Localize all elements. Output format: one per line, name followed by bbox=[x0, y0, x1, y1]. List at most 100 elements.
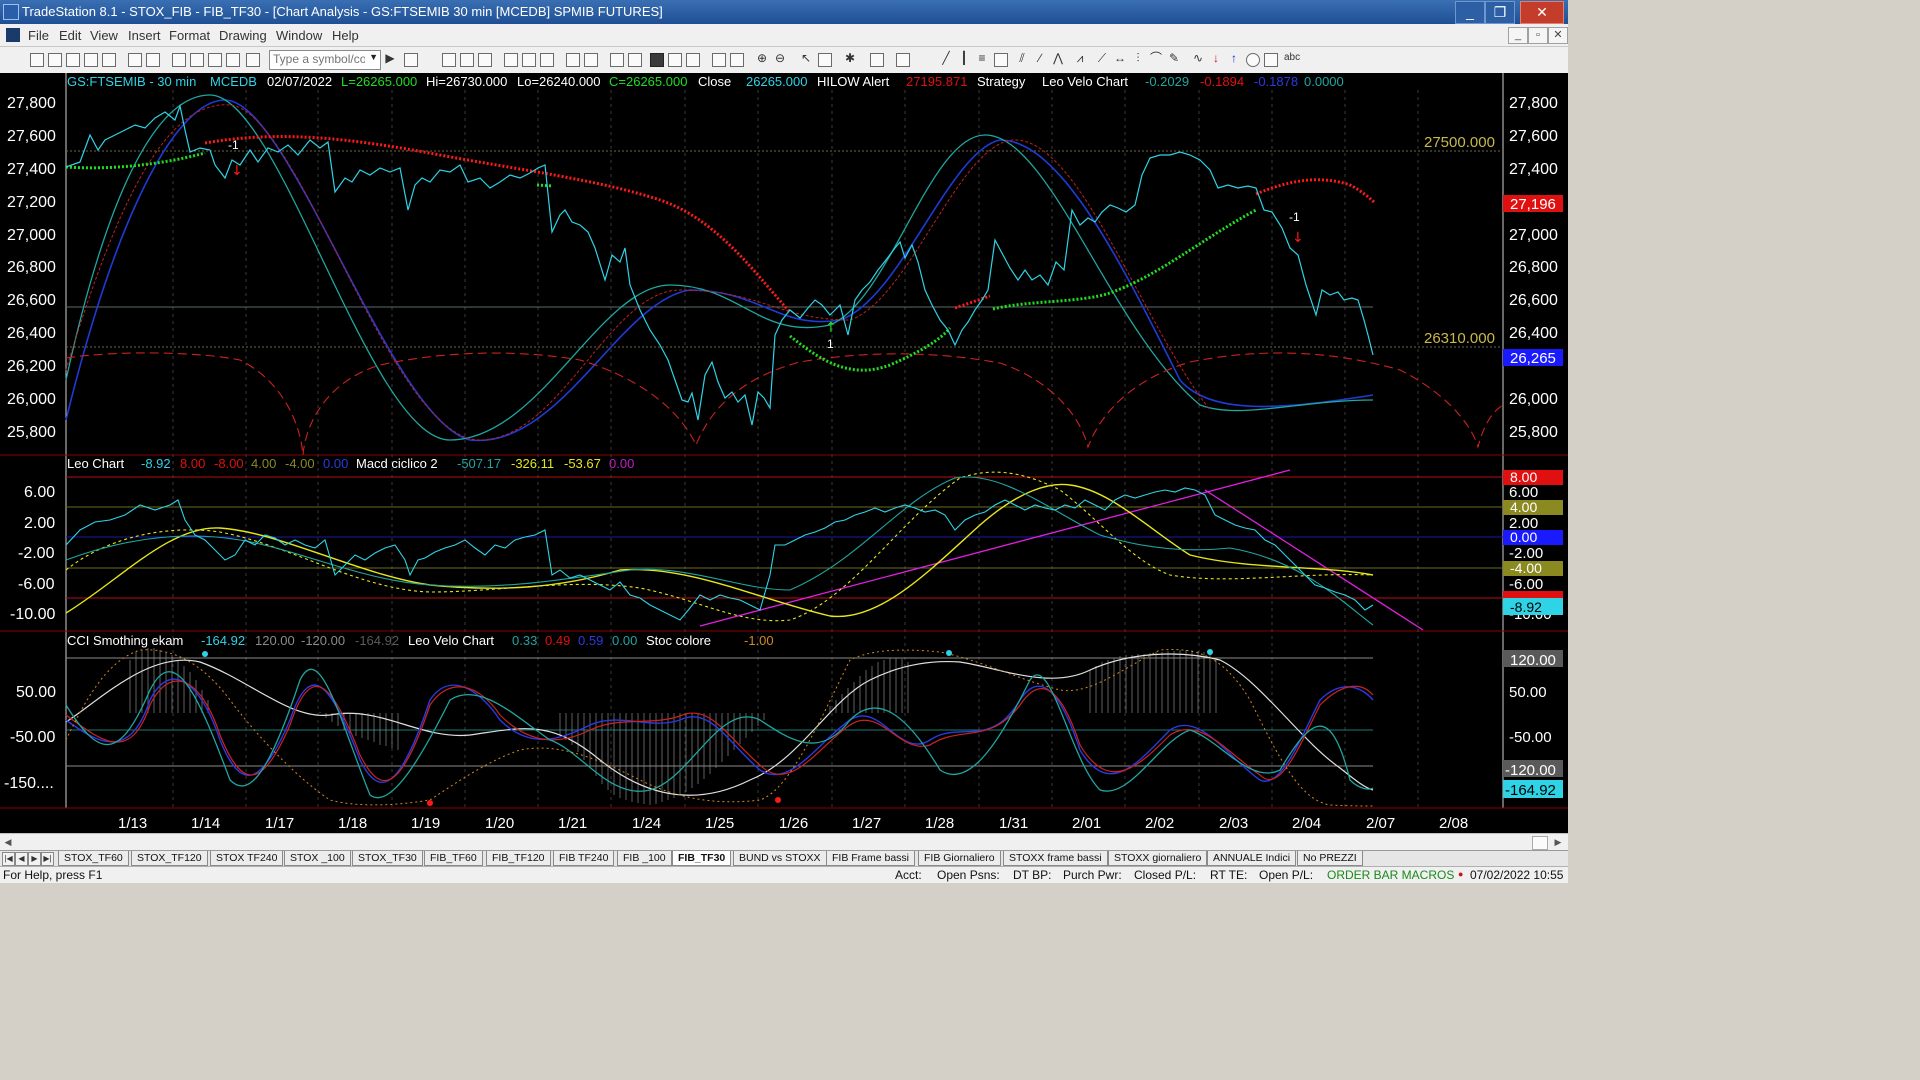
tradebar-icon[interactable] bbox=[584, 53, 598, 67]
channel-icon[interactable]: ⫽ bbox=[1019, 51, 1025, 65]
arrow-left-right-icon[interactable]: ↔ bbox=[1114, 51, 1126, 65]
status-order-bar[interactable]: ORDER BAR MACROS bbox=[1327, 868, 1455, 882]
pointer-icon[interactable]: ↖ bbox=[800, 51, 812, 65]
scroll-left-icon[interactable]: ◀ bbox=[4, 837, 12, 847]
symbol-lookup-icon[interactable] bbox=[404, 53, 418, 67]
andrews-icon[interactable]: ⩘ bbox=[1076, 51, 1084, 65]
mdi-minimize-button[interactable]: _ bbox=[1508, 27, 1528, 44]
sheet-tab-fib-100[interactable]: FIB _100 bbox=[617, 851, 672, 866]
sheet-tab-stoxx-frame-bassi[interactable]: STOXX frame bassi bbox=[1003, 851, 1108, 866]
menu-edit[interactable]: Edit bbox=[59, 28, 82, 43]
alert-icon[interactable] bbox=[896, 53, 910, 67]
sheet-tab-fib-tf240[interactable]: FIB TF240 bbox=[553, 851, 615, 866]
copy-icon[interactable] bbox=[190, 53, 204, 67]
wrench-icon[interactable]: ✱ bbox=[844, 51, 856, 65]
chevron-down-icon[interactable]: ▼ bbox=[369, 52, 378, 62]
radar-icon[interactable] bbox=[460, 53, 474, 67]
menu-window[interactable]: Window bbox=[276, 28, 323, 43]
sheet-tab-stox-tf120[interactable]: STOX_TF120 bbox=[131, 851, 208, 866]
matrix-icon[interactable] bbox=[478, 53, 492, 67]
indicator-icon[interactable] bbox=[610, 53, 624, 67]
scroll-right-icon[interactable]: ▶ bbox=[1554, 837, 1562, 847]
first-sheet-icon[interactable]: |◀ bbox=[2, 852, 15, 866]
cycle-icon[interactable]: ⫶ bbox=[1136, 51, 1140, 65]
menu-insert[interactable]: Insert bbox=[128, 28, 161, 43]
black-bg-icon[interactable] bbox=[650, 53, 664, 67]
gann-icon[interactable]: ⋀ bbox=[1053, 51, 1063, 65]
close-button[interactable]: ✕ bbox=[1520, 1, 1564, 24]
mdi-close-button[interactable]: ✕ bbox=[1548, 27, 1568, 44]
sheet-tab-stoxx-giornaliero[interactable]: STOXX giornaliero bbox=[1108, 851, 1208, 866]
menu-drawing[interactable]: Drawing bbox=[219, 28, 267, 43]
open-icon[interactable] bbox=[48, 53, 62, 67]
chart-window-icon[interactable] bbox=[6, 28, 20, 42]
zoom-out-icon[interactable]: ⊖ bbox=[774, 51, 786, 65]
sheet-tab-annuale-indici[interactable]: ANNUALE Indici bbox=[1207, 851, 1297, 866]
mdi-restore-button[interactable]: ▫ bbox=[1528, 27, 1548, 44]
arrow-down-icon[interactable]: ↓ bbox=[1213, 51, 1219, 65]
chart-icon[interactable] bbox=[442, 53, 456, 67]
menu-help[interactable]: Help bbox=[332, 28, 359, 43]
macro-icon[interactable] bbox=[226, 53, 240, 67]
pencil-icon[interactable]: ✎ bbox=[1168, 51, 1180, 65]
vertical-line-icon[interactable]: ┃ bbox=[960, 51, 968, 65]
folder-icon[interactable] bbox=[102, 53, 116, 67]
sheet-tab-stox-tf240[interactable]: STOX TF240 bbox=[210, 851, 284, 866]
crosshair-icon[interactable] bbox=[818, 53, 832, 67]
optionstation-icon[interactable] bbox=[522, 53, 536, 67]
save-icon[interactable] bbox=[66, 53, 80, 67]
horizontal-line-icon[interactable]: ≡ bbox=[978, 51, 986, 65]
arrow-up-icon[interactable]: ↑ bbox=[1231, 51, 1237, 65]
sheet-tab-stox-100[interactable]: STOX _100 bbox=[284, 851, 351, 866]
fibonacci-icon[interactable] bbox=[994, 53, 1008, 67]
interval-icon[interactable] bbox=[686, 53, 700, 67]
sheet-tab-stox-tf30[interactable]: STOX_TF30 bbox=[352, 851, 423, 866]
lock-icon[interactable] bbox=[208, 53, 222, 67]
play-icon[interactable]: ▶ bbox=[385, 51, 395, 65]
print-icon[interactable] bbox=[128, 53, 142, 67]
cut-icon[interactable] bbox=[172, 53, 186, 67]
zoom-in-icon[interactable]: ⊕ bbox=[756, 51, 768, 65]
workspace-icon[interactable] bbox=[84, 53, 98, 67]
menu-view[interactable]: View bbox=[90, 28, 118, 43]
next-sheet-icon[interactable]: ▶ bbox=[28, 852, 41, 866]
text-tool-icon[interactable]: abc bbox=[1284, 52, 1301, 63]
sheet-tab-fib-tf60[interactable]: FIB_TF60 bbox=[424, 851, 483, 866]
sheet-tab-bund-vs-stoxx[interactable]: BUND vs STOXX bbox=[733, 851, 827, 866]
symbol-box[interactable]: ▼ bbox=[269, 50, 381, 70]
ellipse-icon[interactable] bbox=[1246, 53, 1260, 67]
new-icon[interactable] bbox=[30, 53, 44, 67]
bar-spacing-in-icon[interactable] bbox=[712, 53, 726, 67]
freehand-icon[interactable]: ∿ bbox=[1192, 51, 1204, 65]
sheet-tab-stox-tf60[interactable]: STOX_TF60 bbox=[58, 851, 129, 866]
news-icon[interactable] bbox=[566, 53, 580, 67]
prev-sheet-icon[interactable]: ◀ bbox=[15, 852, 28, 866]
bar-spacing-out-icon[interactable] bbox=[730, 53, 744, 67]
sheet-tab-fib-tf30[interactable]: FIB_TF30 bbox=[672, 851, 732, 866]
minimize-button[interactable]: _ bbox=[1455, 1, 1485, 24]
rectangle-icon[interactable] bbox=[1264, 53, 1278, 67]
maximize-button[interactable]: ❐ bbox=[1485, 1, 1515, 24]
sheet-tab-fib-tf120[interactable]: FIB_TF120 bbox=[486, 851, 551, 866]
portfolio-icon[interactable] bbox=[540, 53, 554, 67]
sheet-tab-fib-frame-bassi[interactable]: FIB Frame bassi bbox=[826, 851, 916, 866]
bar-type-icon[interactable] bbox=[668, 53, 682, 67]
print-preview-icon[interactable] bbox=[146, 53, 160, 67]
sheet-tab-fib-giornaliero[interactable]: FIB Giornaliero bbox=[918, 851, 1001, 866]
last-sheet-icon[interactable]: ▶| bbox=[41, 852, 54, 866]
trendline-icon[interactable]: ╱ bbox=[942, 51, 950, 65]
arc-icon[interactable]: ⌒ bbox=[1150, 51, 1163, 65]
sheet-tab-no-prezzi[interactable]: No PREZZI bbox=[1297, 851, 1363, 866]
regression-icon[interactable]: ∕ bbox=[1038, 51, 1041, 65]
chart-area[interactable]: GS:FTSEMIB - 30 min MCEDB 02/07/2022 L=2… bbox=[0, 73, 1568, 833]
globe-icon[interactable] bbox=[246, 53, 260, 67]
menu-file[interactable]: File bbox=[28, 28, 49, 43]
symbol-input[interactable] bbox=[270, 51, 365, 67]
scanner-icon[interactable] bbox=[504, 53, 518, 67]
horizontal-scrollbar[interactable]: ◀ ▶ bbox=[0, 833, 1568, 851]
strategy-icon[interactable] bbox=[628, 53, 642, 67]
speed-line-icon[interactable]: ⟋ bbox=[1097, 51, 1107, 65]
data-window-icon[interactable] bbox=[870, 53, 884, 67]
scroll-thumb[interactable] bbox=[1532, 836, 1548, 850]
menu-format[interactable]: Format bbox=[169, 28, 211, 43]
